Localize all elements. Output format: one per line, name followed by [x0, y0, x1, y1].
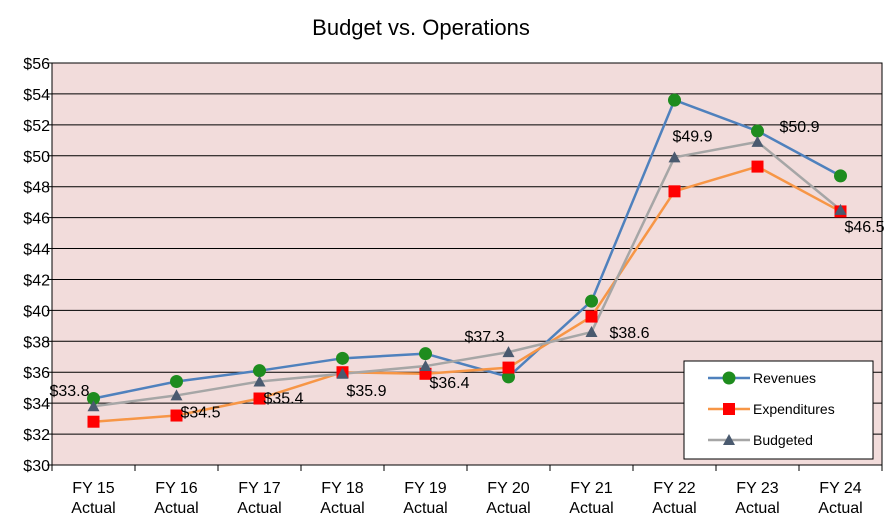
legend-revenues-marker: [722, 371, 736, 385]
x-tick-label: FY 19 Actual: [403, 480, 447, 517]
data-label: $34.5: [180, 404, 220, 421]
expenditures-line: [93, 165, 842, 423]
revenues-point: [751, 124, 764, 138]
revenues-point: [170, 375, 183, 389]
data-label: $35.4: [263, 391, 303, 408]
budgeted-point: [170, 389, 183, 401]
data-label: $50.9: [780, 119, 820, 136]
revenues-line: [93, 98, 842, 400]
legend-expenditures-marker: [723, 403, 735, 415]
budgeted-point: [253, 375, 266, 387]
budgeted-point: [751, 135, 764, 147]
legend-budgeted-label: Budgeted: [753, 432, 813, 448]
expenditures-point: [253, 392, 266, 405]
x-tick-label: FY 15 Actual: [71, 480, 115, 517]
x-tick-label: FY 17 Actual: [237, 480, 281, 517]
y-tick-label: $48: [23, 180, 50, 197]
revenues-point: [419, 347, 432, 361]
data-label: $38.6: [610, 325, 650, 342]
revenues-point: [502, 370, 515, 384]
x-tick-label: FY 20 Actual: [486, 480, 530, 517]
y-tick-label: $30: [23, 458, 50, 475]
y-tick-label: $36: [23, 365, 50, 382]
x-tick-label: FY 23 Actual: [735, 480, 779, 517]
expenditures-point: [585, 310, 598, 323]
y-tick-label: $34: [23, 396, 50, 413]
data-label: $36.4: [429, 375, 469, 392]
y-tick-label: $52: [23, 118, 50, 135]
legend-expenditures-label: Expenditures: [753, 401, 835, 417]
revenues-point: [253, 364, 266, 378]
data-label: $37.3: [464, 329, 504, 346]
data-label: $33.8: [49, 383, 89, 400]
y-tick-label: $56: [23, 56, 50, 73]
y-tick-label: $50: [23, 149, 50, 166]
y-tick-label: $38: [23, 334, 50, 351]
y-tick-label: $42: [23, 272, 50, 289]
y-tick-label: $44: [23, 242, 50, 259]
budgeted-point: [87, 400, 100, 412]
expenditures-point: [668, 185, 681, 198]
expenditures-point: [502, 361, 515, 374]
budgeted-point: [336, 367, 349, 379]
legend-budgeted-marker: [723, 434, 735, 445]
revenues-point: [336, 351, 349, 365]
budgeted-point: [419, 360, 432, 372]
x-tick-label: FY 18 Actual: [320, 480, 364, 517]
budgeted-point: [585, 326, 598, 338]
legend-revenues-label: Revenues: [753, 370, 816, 386]
budgeted-point: [668, 151, 681, 163]
x-tick-label: FY 22 Actual: [652, 480, 696, 517]
revenues-point: [668, 93, 681, 107]
expenditures-point: [170, 409, 183, 422]
x-tick-label: FY 21 Actual: [569, 480, 613, 517]
revenues-point: [834, 169, 847, 183]
x-tick-label: FY 16 Actual: [154, 480, 198, 517]
expenditures-point: [87, 415, 100, 428]
budgeted-line: [93, 140, 842, 408]
x-tick-label: FY 24 Actual: [818, 480, 862, 517]
y-tick-label: $40: [23, 303, 50, 320]
data-label: $35.9: [346, 383, 386, 400]
y-tick-label: $32: [23, 427, 50, 444]
y-tick-label: $46: [23, 211, 50, 228]
budgeted-point: [834, 203, 847, 215]
revenues-point: [585, 294, 598, 308]
data-label: $46.5: [844, 219, 884, 236]
revenues-point: [87, 392, 100, 406]
chart-title: Budget vs. Operations: [312, 15, 530, 40]
data-label: $49.9: [672, 128, 712, 145]
budgeted-point: [502, 346, 515, 358]
y-tick-label: $54: [23, 87, 50, 104]
expenditures-point: [751, 160, 764, 173]
